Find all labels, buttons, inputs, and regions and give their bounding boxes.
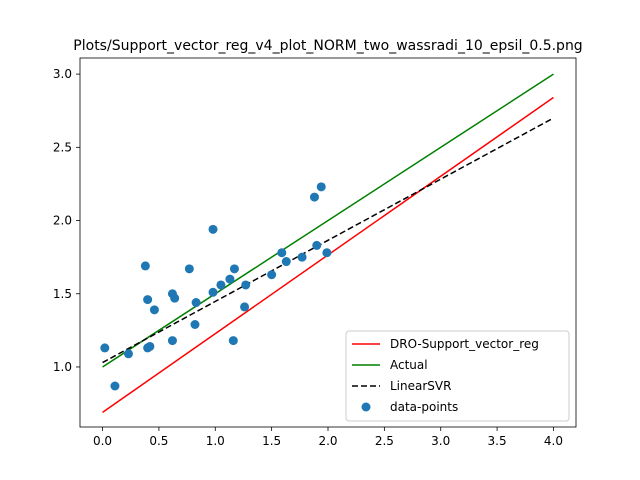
data-point — [191, 298, 201, 308]
legend-box — [345, 330, 570, 422]
y-tick-label: 1.5 — [53, 287, 72, 301]
data-point — [208, 287, 218, 297]
x-tick-label: 0.5 — [149, 434, 168, 448]
data-point — [190, 320, 200, 329]
data-point — [309, 192, 319, 202]
legend-label: data-points — [390, 400, 458, 414]
x-tick-label: 4.0 — [544, 434, 563, 448]
data-point — [322, 248, 332, 258]
data-point — [267, 270, 277, 280]
legend-label: DRO-Support_vector_reg — [390, 337, 539, 351]
x-tick-label: 3.0 — [431, 434, 450, 448]
x-tick-label: 2.5 — [375, 434, 394, 448]
data-point — [277, 248, 287, 258]
legend-label: LinearSVR — [390, 379, 451, 393]
data-point — [149, 305, 159, 315]
data-point — [123, 349, 133, 359]
data-point — [167, 336, 177, 346]
x-tick-label: 3.5 — [488, 434, 507, 448]
data-point — [100, 343, 110, 353]
data-point — [145, 341, 155, 351]
data-point — [143, 295, 153, 305]
data-point — [216, 280, 226, 290]
data-point — [297, 252, 307, 262]
y-tick-label: 1.0 — [53, 360, 72, 374]
legend-label: Actual — [390, 358, 428, 372]
y-tick-label: 2.0 — [53, 214, 72, 228]
data-point — [316, 182, 326, 192]
series-line-linearsvr — [102, 117, 554, 364]
y-tick-label: 3.0 — [53, 67, 72, 81]
data-point — [140, 261, 150, 271]
legend-swatch — [361, 402, 371, 412]
data-point — [110, 381, 120, 391]
x-tick-label: 2.0 — [318, 434, 337, 448]
legend: DRO-Support_vector_reg Actual LinearSVR dat… — [345, 330, 570, 422]
data-point — [170, 293, 180, 303]
x-tick-label: 1.5 — [262, 434, 281, 448]
data-point — [240, 302, 250, 312]
x-tick-label: 1.0 — [206, 434, 225, 448]
data-point — [208, 224, 218, 234]
data-point — [281, 257, 291, 267]
data-point — [312, 240, 322, 250]
data-point — [225, 274, 235, 284]
data-point — [229, 264, 239, 274]
data-point — [241, 280, 251, 290]
chart-title: Plots/Support_vector_reg_v4_plot_NORM_tw… — [73, 38, 582, 54]
x-tick-label: 0.0 — [93, 434, 112, 448]
data-point — [228, 336, 238, 346]
data-point — [184, 264, 194, 274]
series-line-actual — [102, 73, 554, 368]
y-tick-label: 2.5 — [53, 140, 72, 154]
